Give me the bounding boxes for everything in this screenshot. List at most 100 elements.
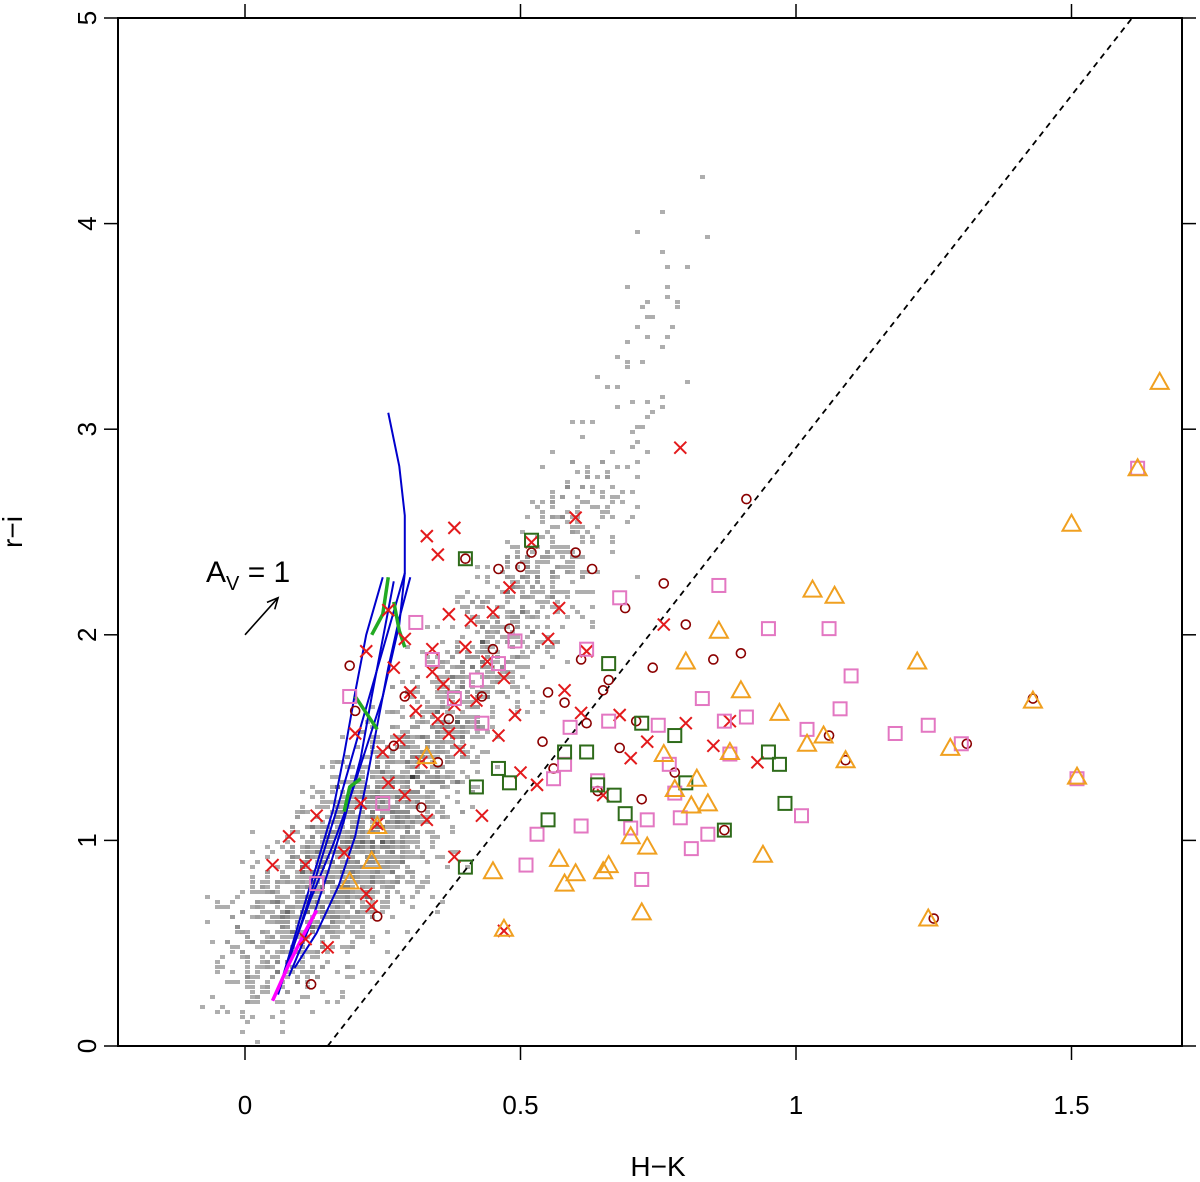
density-cell — [250, 995, 255, 999]
circle-marker — [305, 979, 317, 990]
density-cell — [495, 630, 500, 634]
density-cell — [580, 485, 585, 489]
density-cell — [525, 685, 530, 689]
density-cell — [455, 595, 460, 599]
density-cell — [365, 835, 370, 839]
density-cell — [335, 890, 340, 894]
density-cell — [320, 865, 325, 869]
density-cell — [395, 890, 400, 894]
density-cell — [530, 690, 535, 694]
density-cell — [375, 750, 380, 754]
density-cell — [505, 675, 510, 679]
cross-marker — [365, 899, 379, 913]
x-tick-label: 1.5 — [1053, 1090, 1089, 1120]
density-cell — [340, 905, 345, 909]
density-cell — [560, 545, 565, 549]
density-cell — [550, 585, 555, 589]
density-cell — [385, 880, 390, 884]
density-cell — [355, 865, 360, 869]
density-cell — [330, 945, 335, 949]
circle-marker — [344, 660, 355, 671]
density-cell — [385, 850, 390, 854]
density-cell — [375, 875, 380, 879]
density-cell — [290, 855, 295, 859]
density-cell — [350, 900, 355, 904]
green-square-marker — [468, 779, 484, 795]
density-cell — [545, 560, 550, 564]
density-cell — [615, 385, 620, 389]
density-cell — [425, 775, 430, 779]
density-cell — [360, 730, 365, 734]
density-cell — [385, 785, 390, 789]
circle-marker — [388, 740, 400, 752]
density-cell — [520, 675, 525, 679]
density-cell — [375, 820, 380, 824]
density-cell — [320, 945, 325, 949]
density-cell — [315, 905, 320, 909]
density-cell — [335, 875, 340, 879]
density-cell — [300, 900, 305, 904]
density-cell — [430, 780, 435, 784]
density-cell — [590, 605, 595, 609]
density-cell — [425, 660, 430, 664]
density-cell — [345, 835, 350, 839]
density-cell — [525, 635, 530, 639]
density-cell — [645, 400, 650, 404]
density-cell — [330, 870, 335, 874]
density-cell — [200, 1005, 205, 1009]
density-cell — [440, 810, 445, 814]
cross-marker — [298, 858, 313, 872]
density-cell — [355, 790, 360, 794]
density-cell — [390, 770, 395, 774]
circle-marker — [416, 802, 427, 813]
triangle-marker — [597, 854, 620, 874]
density-cell — [430, 845, 435, 849]
density-cell — [485, 595, 490, 599]
density-cell — [355, 745, 360, 749]
circle-marker — [719, 824, 730, 836]
density-cell — [435, 720, 440, 724]
density-cell — [400, 815, 405, 819]
density-cell — [335, 845, 340, 849]
density-cell — [475, 605, 480, 609]
density-cell — [365, 805, 370, 809]
density-cell — [445, 660, 450, 664]
density-cell — [445, 710, 450, 714]
pink-square-marker — [408, 614, 424, 630]
density-cell — [395, 775, 400, 779]
density-cell — [245, 970, 250, 974]
density-cell — [365, 795, 370, 799]
density-cell — [355, 795, 360, 799]
density-cell — [360, 825, 365, 829]
density-cell — [295, 950, 300, 954]
density-cell — [350, 825, 355, 829]
density-cell — [580, 615, 585, 619]
circle-marker — [928, 913, 940, 924]
density-cell — [340, 920, 345, 924]
density-cell — [390, 880, 395, 884]
pink-square-marker — [832, 701, 848, 717]
density-cell — [350, 905, 355, 909]
density-cell — [350, 930, 355, 934]
density-cell — [390, 760, 395, 764]
pink-square-marker — [562, 719, 578, 735]
triangle-marker — [361, 849, 383, 869]
density-cell — [330, 930, 335, 934]
density-cell — [315, 955, 320, 959]
density-cell — [455, 790, 460, 794]
density-cell — [605, 475, 610, 479]
density-cell — [390, 775, 395, 779]
density-cell — [430, 665, 435, 669]
density-cell — [410, 835, 415, 839]
density-cell — [245, 930, 250, 934]
density-cell — [265, 990, 270, 994]
density-cell — [335, 800, 340, 804]
density-cell — [230, 950, 235, 954]
density-cell — [355, 870, 360, 874]
density-cell — [335, 935, 340, 939]
density-cell — [300, 875, 305, 879]
density-cell — [375, 855, 380, 859]
density-cell — [445, 770, 450, 774]
green-track — [342, 777, 362, 812]
density-cell — [390, 725, 395, 729]
